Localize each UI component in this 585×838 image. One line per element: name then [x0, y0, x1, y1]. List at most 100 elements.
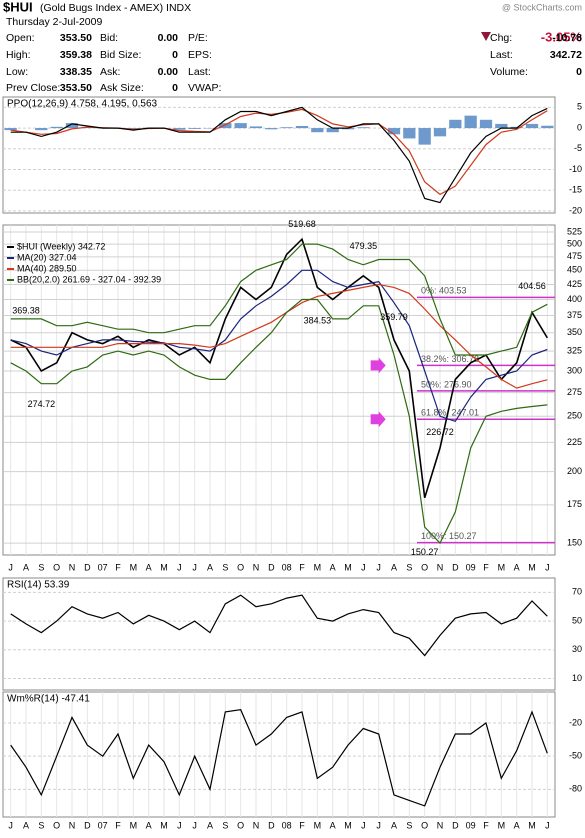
- x-tick-label: M: [130, 562, 138, 572]
- y-tick-label: 10: [572, 673, 582, 683]
- x-tick-label: J: [177, 562, 182, 572]
- x-tick-label: J: [177, 820, 182, 830]
- field-label: Ask:: [100, 66, 120, 78]
- y-tick-label: 525: [567, 226, 582, 236]
- annotation: 404.56: [518, 281, 546, 291]
- x-tick-label: S: [38, 820, 44, 830]
- y-tick-label: 350: [567, 327, 582, 337]
- field-label: Last:: [490, 49, 513, 61]
- x-tick-label: O: [421, 562, 428, 572]
- x-tick-label: M: [528, 562, 536, 572]
- y-tick-label: 50: [572, 615, 582, 625]
- x-tick-label: M: [314, 820, 322, 830]
- x-tick-label: 09: [466, 562, 476, 572]
- x-tick-label: F: [483, 820, 489, 830]
- y-tick-label: 400: [567, 294, 582, 304]
- annotation: 226.72: [426, 427, 454, 437]
- x-tick-label: N: [69, 820, 76, 830]
- field-label: VWAP:: [188, 82, 221, 94]
- x-tick-label: A: [391, 820, 397, 830]
- x-tick-label: N: [253, 562, 260, 572]
- symbol-name: (Gold Bugs Index - AMEX) INDX: [40, 2, 191, 14]
- field-label: Chg:: [490, 32, 512, 44]
- histogram-bar: [189, 128, 201, 129]
- legend-label: BB(20,2.0) 261.69 - 327.04 - 392.39: [17, 274, 161, 284]
- y-tick-label: 475: [567, 251, 582, 261]
- x-tick-label: M: [528, 820, 536, 830]
- symbol: $HUI: [3, 0, 33, 14]
- x-tick-label: J: [376, 562, 381, 572]
- field-value: 353.50: [60, 82, 92, 94]
- x-tick-label: J: [361, 820, 366, 830]
- annotation: 384.53: [304, 316, 332, 326]
- field-label: P/E:: [188, 32, 208, 44]
- field-value: 353.50: [60, 32, 92, 44]
- x-tick-label: A: [514, 820, 520, 830]
- x-tick-label: D: [452, 562, 459, 572]
- x-tick-label: M: [130, 820, 138, 830]
- field-value: 0: [576, 66, 582, 78]
- x-tick-label: O: [237, 562, 244, 572]
- y-tick-label: -10: [569, 164, 582, 174]
- x-tick-label: 07: [98, 820, 108, 830]
- y-tick-label: 275: [567, 387, 582, 397]
- y-tick-label: -15: [569, 185, 582, 195]
- y-tick-label: -5: [574, 143, 582, 153]
- y-tick-label: 450: [567, 265, 582, 275]
- x-tick-label: M: [160, 820, 168, 830]
- field-label: Volume:: [490, 66, 528, 78]
- x-tick-label: M: [498, 562, 506, 572]
- x-tick-label: F: [115, 562, 121, 572]
- x-tick-label: N: [437, 562, 444, 572]
- x-tick-label: J: [8, 820, 13, 830]
- x-tick-label: D: [452, 820, 459, 830]
- x-tick-label: M: [344, 820, 352, 830]
- x-tick-label: 09: [466, 820, 476, 830]
- x-tick-label: A: [23, 820, 29, 830]
- x-tick-label: J: [192, 562, 197, 572]
- fib-label: 61.8%: 247.01: [421, 408, 479, 418]
- histogram-bar: [235, 123, 247, 128]
- field-value: 342.72: [550, 49, 582, 61]
- x-tick-label: M: [160, 562, 168, 572]
- field-value: 0.00: [158, 66, 179, 78]
- y-tick-label: -50: [569, 751, 582, 761]
- histogram-bar: [465, 116, 477, 128]
- field-value: 338.35: [60, 66, 92, 78]
- annotation: 359.79: [380, 312, 408, 322]
- x-tick-label: D: [84, 562, 91, 572]
- x-tick-label: S: [222, 820, 228, 830]
- histogram-bar: [526, 124, 538, 128]
- y-tick-label: 30: [572, 644, 582, 654]
- x-tick-label: A: [514, 562, 520, 572]
- annotation: 479.35: [350, 241, 378, 251]
- legend-label: $HUI (Weekly) 342.72: [17, 241, 105, 251]
- y-tick-label: 175: [567, 499, 582, 509]
- histogram-bar: [434, 128, 446, 136]
- x-tick-label: F: [299, 562, 305, 572]
- y-tick-label: 250: [567, 411, 582, 421]
- y-tick-label: 0: [577, 122, 582, 132]
- histogram-bar: [495, 124, 507, 128]
- panel-title: Wm%R(14) -47.41: [7, 694, 90, 705]
- field-value: -10.78: [552, 32, 582, 44]
- y-tick-label: -80: [569, 784, 582, 794]
- y-tick-label: 5: [577, 102, 582, 112]
- y-tick-label: 325: [567, 345, 582, 355]
- x-tick-label: O: [421, 820, 428, 830]
- panel-title: PPO(12,26,9) 4.758, 4.195, 0.563: [7, 99, 158, 110]
- panel-frame: [3, 97, 555, 213]
- x-tick-label: O: [53, 562, 60, 572]
- histogram-bar: [480, 120, 492, 128]
- field-label: EPS:: [188, 49, 212, 61]
- x-tick-label: A: [146, 562, 152, 572]
- x-tick-label: A: [391, 562, 397, 572]
- histogram-bar: [265, 128, 277, 129]
- x-tick-label: D: [84, 820, 91, 830]
- panel-frame: [3, 692, 555, 817]
- annotation: 369.38: [12, 306, 40, 316]
- histogram-bar: [541, 126, 553, 128]
- x-tick-label: F: [483, 562, 489, 572]
- y-tick-label: 300: [567, 365, 582, 375]
- histogram-bar: [51, 127, 63, 128]
